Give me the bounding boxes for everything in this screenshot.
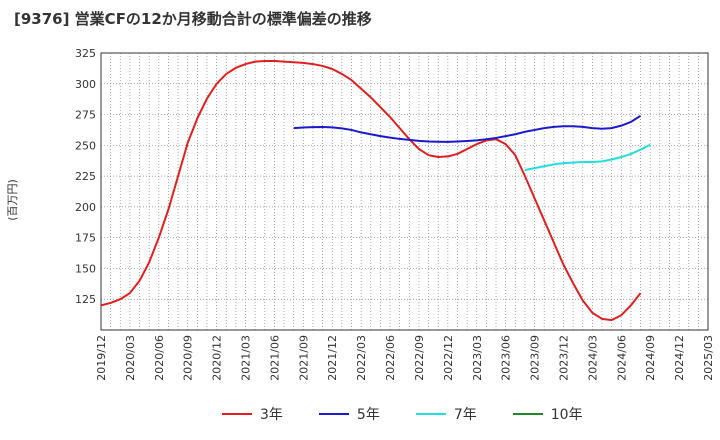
y-tick-label: 300 (75, 78, 96, 91)
x-tick-label: 2020/12 (211, 335, 224, 381)
y-tick-label: 150 (75, 262, 96, 275)
x-tick-label: 2024/09 (644, 335, 657, 381)
x-tick-label: 2022/12 (442, 335, 455, 381)
legend-item: 5年 (318, 404, 380, 424)
x-tick-label: 2019/12 (95, 335, 108, 381)
x-tick-label: 2022/09 (413, 335, 426, 381)
legend-label: 10年 (550, 407, 583, 423)
x-tick-label: 2020/06 (153, 335, 166, 381)
x-tick-label: 2023/03 (471, 335, 484, 381)
y-tick-label: 325 (75, 47, 96, 60)
y-tick-label: 200 (75, 201, 96, 214)
legend-swatch (512, 413, 543, 415)
y-tick-label: 250 (75, 139, 96, 152)
chart-title: [9376] 営業CFの12か月移動合計の標準偏差の推移 (14, 10, 372, 28)
series-lines (100, 60, 651, 322)
legend-swatch (222, 413, 252, 415)
x-tick-label: 2025/03 (702, 335, 715, 381)
legend: 3年 5年 7年 10年 (222, 404, 619, 424)
y-tick-label: 175 (75, 232, 96, 245)
y-tick-label: 275 (75, 109, 96, 122)
x-tick-label: 2024/12 (673, 335, 686, 381)
x-tick-label: 2024/03 (586, 335, 599, 381)
x-tick-label: 2023/12 (557, 335, 570, 381)
x-tick-label: 2024/06 (615, 335, 628, 381)
y-ticks: 125 150 175 200 225 250 275 300 325 (75, 47, 96, 306)
x-tick-label: 2023/06 (500, 335, 513, 381)
x-ticks: 2019/12 2020/03 2020/06 2020/09 2020/12 2021/… (95, 335, 715, 381)
y-tick-label: 225 (75, 170, 96, 183)
x-tick-label: 2021/03 (240, 335, 253, 381)
series-line-5年 (293, 114, 642, 143)
x-tick-label: 2021/12 (326, 335, 339, 381)
legend-item: 7年 (415, 404, 477, 424)
legend-swatch (318, 413, 349, 415)
x-tick-label: 2022/06 (384, 335, 397, 381)
x-tick-label: 2020/03 (124, 335, 137, 381)
y-tick-label: 125 (75, 293, 96, 306)
x-tick-label: 2021/09 (297, 335, 310, 381)
legend-label: 3年 (260, 407, 283, 423)
x-tick-label: 2022/03 (355, 335, 368, 381)
grid-lines (101, 52, 708, 330)
legend-swatch (415, 413, 446, 415)
series-line-7年 (524, 143, 651, 171)
legend-item: 10年 (512, 404, 583, 424)
x-tick-label: 2020/09 (182, 335, 195, 381)
legend-label: 7年 (453, 407, 477, 423)
plot-frame (100, 52, 709, 331)
x-tick-label: 2021/06 (268, 335, 281, 381)
x-tick-label: 2023/09 (529, 335, 542, 381)
legend-label: 5年 (356, 407, 380, 423)
series-line-3年 (100, 60, 642, 322)
legend-item: 3年 (222, 404, 283, 424)
